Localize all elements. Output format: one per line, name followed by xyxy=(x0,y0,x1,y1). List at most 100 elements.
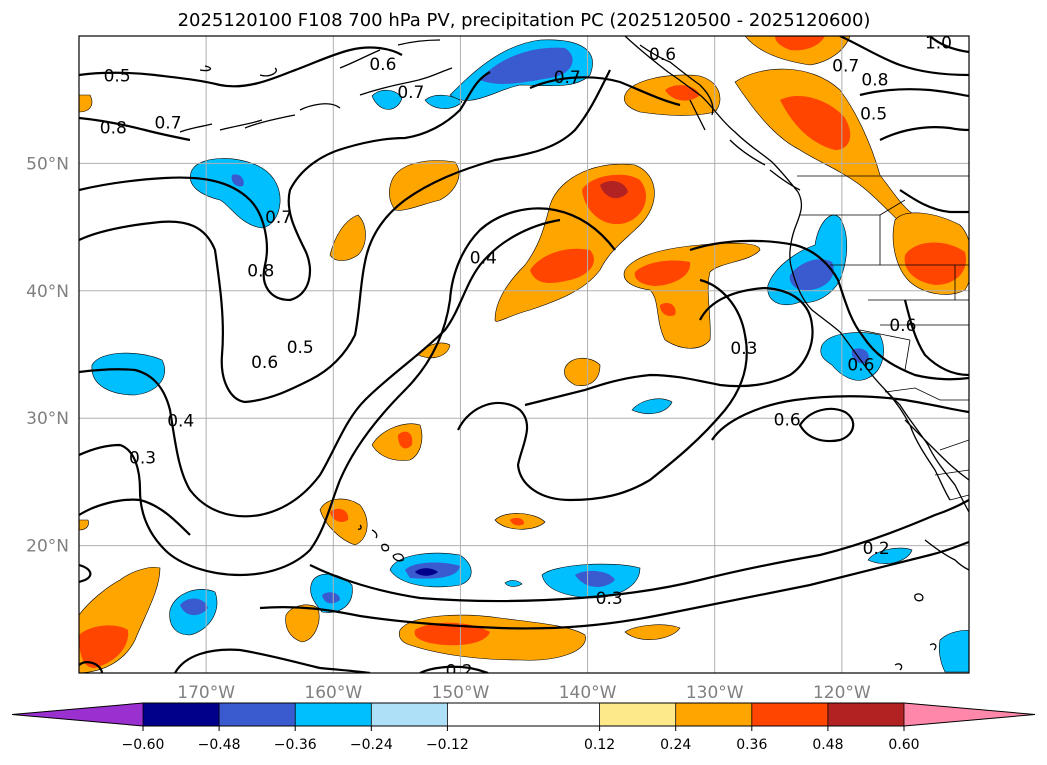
pv-contour xyxy=(929,36,969,54)
pv-contour xyxy=(879,126,969,141)
positive-precip-region xyxy=(564,357,601,386)
political-borders xyxy=(797,175,969,501)
positive-precip-core xyxy=(904,242,966,285)
contour-label: 0.6 xyxy=(774,410,801,430)
negative-precip-core xyxy=(851,348,869,364)
negative-precip-core-deep xyxy=(415,568,438,576)
contour-label: 1.0 xyxy=(925,33,952,53)
contour-label: 0.7 xyxy=(265,208,292,228)
colorbar-extend-high xyxy=(904,703,1035,726)
colorbar-bin xyxy=(675,703,752,726)
positive-precip-core-deep xyxy=(600,180,628,199)
pv-contour xyxy=(174,648,371,673)
negative-precip-region xyxy=(371,89,403,110)
contour-label: 0.4 xyxy=(470,249,497,269)
pv-contour xyxy=(859,88,969,98)
pv-contour xyxy=(259,540,969,630)
x-tick-label: 140°W xyxy=(559,683,617,703)
negative-precip-core xyxy=(322,592,340,604)
contour-label: 0.2 xyxy=(863,539,890,559)
pv-contour xyxy=(79,69,611,404)
colorbar-bin xyxy=(599,703,676,726)
us-mexico-border xyxy=(884,387,969,401)
pv-contour xyxy=(79,207,616,577)
colorbar-bin xyxy=(447,703,600,726)
y-tick-label: 50°N xyxy=(26,154,69,174)
north-america-coast xyxy=(624,36,969,513)
contour-label: 0.6 xyxy=(649,45,676,65)
contour-label: 0.8 xyxy=(247,261,274,281)
pv-contour xyxy=(457,278,748,502)
southeast-alaska-coast xyxy=(639,44,801,191)
colorbar-bin xyxy=(143,703,220,726)
gulf-california xyxy=(904,419,969,481)
mexico-coast xyxy=(924,539,969,571)
state-borders xyxy=(800,199,969,371)
positive-precip-core xyxy=(660,303,676,316)
positive-precip-core xyxy=(510,517,525,526)
negative-precip-core xyxy=(575,570,615,587)
colorbar-tick-label: −0.60 xyxy=(122,737,165,753)
colorbar-bin xyxy=(219,703,296,726)
hawaii-islands xyxy=(357,524,404,562)
positive-precip-core xyxy=(582,174,647,225)
pv-contour xyxy=(79,498,191,536)
pv-contour-labels: 0.50.60.70.70.60.8 0.70.70.80.40.60.50.40… xyxy=(100,33,952,681)
pv-contour xyxy=(79,71,491,302)
y-tick-label: 20°N xyxy=(26,537,69,557)
contour-label: 0.6 xyxy=(889,316,916,336)
pv-contour xyxy=(798,407,855,443)
negative-precip-core xyxy=(480,47,573,84)
pv-contour xyxy=(903,299,969,377)
pv-contour xyxy=(899,189,969,214)
positive-precip-region xyxy=(329,214,366,261)
contour-label: 0.5 xyxy=(287,338,314,358)
positive-precip-region xyxy=(624,624,681,640)
negative-precip-region xyxy=(631,398,673,414)
pv-contour xyxy=(689,239,969,381)
pv-contour xyxy=(79,46,403,88)
colorbar-extend-low xyxy=(12,703,143,726)
contour-label: 0.3 xyxy=(129,449,156,469)
positive-precip-region xyxy=(285,604,320,643)
small-islands xyxy=(894,593,937,671)
x-tick-label: 130°W xyxy=(686,683,744,703)
colorbar-bin xyxy=(371,703,448,726)
x-tick-label: 150°W xyxy=(432,683,490,703)
axis-ticks: 170°W 160°W 150°W 140°W 130°W 120°W 20°N 30°N 40… xyxy=(26,154,871,703)
colorbar: −0.60 −0.48 −0.36 −0.24 −0.12 0.12 0.24 0.36 0.4… xyxy=(11,702,1036,753)
pv-contour xyxy=(419,665,489,673)
colorbar-tick-label: 0.24 xyxy=(660,737,691,753)
colorbar-tick-label: −0.24 xyxy=(350,737,393,753)
colorbar-tick-label: −0.48 xyxy=(198,737,241,753)
contour-label: 0.6 xyxy=(251,353,278,373)
colorbar-tick-label: 0.36 xyxy=(736,737,767,753)
positive-precip-core xyxy=(414,622,490,646)
positive-precip-core xyxy=(634,260,691,286)
contour-label: 0.7 xyxy=(832,56,859,76)
negative-precip-core xyxy=(180,598,208,616)
negative-precip-region xyxy=(867,547,913,564)
negative-precip-region xyxy=(424,94,463,109)
pv-contour xyxy=(79,661,104,673)
contour-label: 0.8 xyxy=(861,70,888,90)
mexico-states xyxy=(934,439,969,501)
contour-label: 0.7 xyxy=(554,68,581,88)
contour-label: 0.5 xyxy=(860,105,887,125)
contour-label: 0.5 xyxy=(104,66,131,86)
x-tick-label: 120°W xyxy=(813,683,871,703)
colorbar-bin xyxy=(295,703,372,726)
contour-label: 0.4 xyxy=(167,412,194,432)
pv-contour xyxy=(79,116,191,142)
coastlines xyxy=(179,36,969,671)
positive-precip-core xyxy=(780,96,851,150)
pv-contour xyxy=(529,76,681,107)
contour-label: 0.8 xyxy=(100,119,127,139)
pv-contour xyxy=(711,395,969,441)
precip-shading xyxy=(79,36,969,673)
colorbar-tick-label: 0.48 xyxy=(812,737,843,753)
contour-label: 0.2 xyxy=(446,661,473,681)
contour-label: 0.3 xyxy=(596,589,623,609)
chart-title: 2025120100 F108 700 hPa PV, precipitatio… xyxy=(178,10,871,31)
